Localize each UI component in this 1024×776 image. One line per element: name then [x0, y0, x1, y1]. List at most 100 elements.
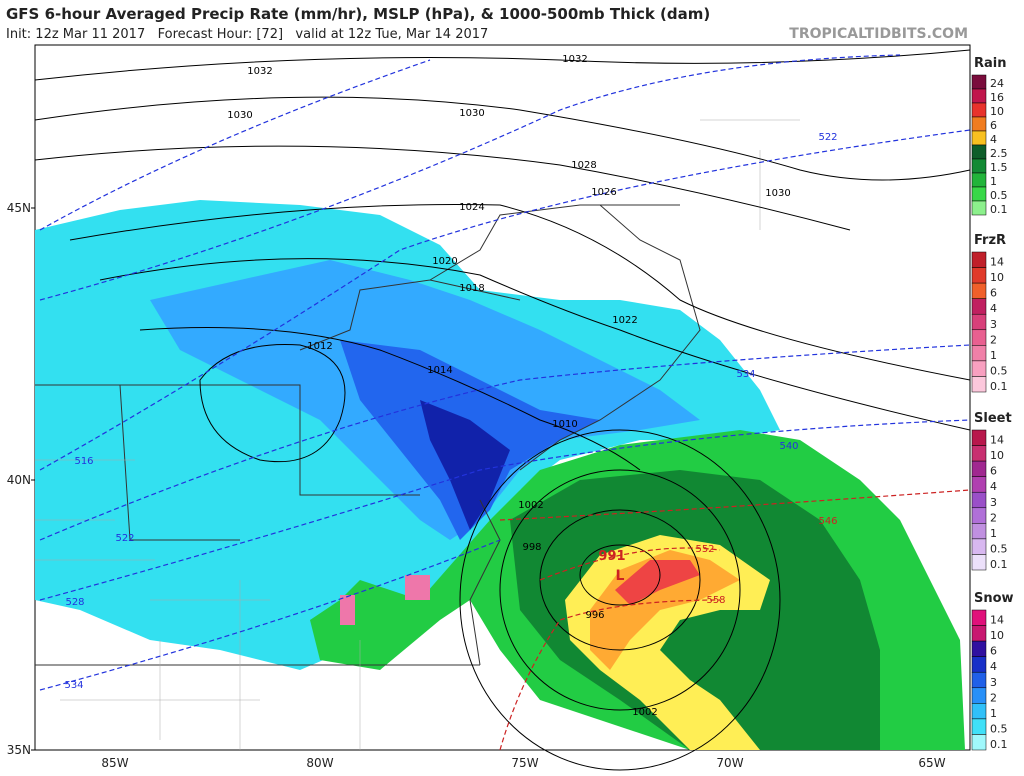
- legend-swatch: [971, 476, 987, 493]
- legend-label: 1: [990, 349, 997, 362]
- low-symbol: L: [616, 568, 625, 584]
- thickness-lines: [39, 54, 971, 751]
- title: GFS 6-hour Averaged Precip Rate (mm/hr),…: [6, 5, 710, 23]
- legend-label: 24: [990, 77, 1004, 90]
- legend-swatch: [971, 282, 987, 299]
- legend-title: Snow: [974, 591, 1014, 606]
- low-pressure: 991: [598, 549, 625, 564]
- thickness-label: 528: [65, 597, 84, 608]
- legend-swatch: [971, 429, 987, 446]
- isobar-label: 996: [585, 610, 604, 621]
- boundaries: [35, 204, 701, 666]
- legend-swatch: [971, 88, 987, 104]
- legend-swatch: [971, 102, 987, 118]
- isobar-label: 1024: [459, 202, 484, 213]
- legend-swatch: [971, 74, 987, 90]
- thickness-label: 552: [695, 544, 714, 555]
- thickness-label: 558: [706, 595, 725, 606]
- legend-swatch: [971, 554, 987, 571]
- isobar-label: 1032: [247, 66, 272, 77]
- legend-swatch: [971, 640, 987, 657]
- legend-label: 1: [990, 707, 997, 720]
- legend-label: 0.1: [990, 558, 1008, 571]
- legend-label: 1.5: [990, 161, 1008, 174]
- county-lines: [35, 119, 800, 750]
- rain-extreme: [615, 560, 700, 605]
- legend-label: 4: [990, 302, 997, 315]
- thickness-label: 522: [818, 132, 837, 143]
- snow-extreme: [420, 400, 510, 530]
- thickness-label: 516: [74, 456, 93, 467]
- contour-line: [139, 327, 641, 471]
- legend-swatch: [971, 172, 987, 188]
- contour-line: [539, 509, 701, 651]
- legend-label: 2: [990, 333, 997, 346]
- contour-line: [34, 49, 971, 81]
- legend-label: 0.1: [990, 738, 1008, 751]
- legend-swatch: [971, 360, 987, 377]
- legend-label: 14: [990, 614, 1004, 627]
- isobars: [34, 49, 971, 771]
- contour-line: [99, 258, 971, 431]
- legend-swatch: [971, 298, 987, 315]
- legend-label: 3: [990, 496, 997, 509]
- contour-line: [499, 599, 721, 751]
- isobar-label: 1020: [432, 256, 457, 267]
- contour-line: [579, 544, 661, 606]
- legend-swatch: [971, 734, 987, 751]
- legend-label: 0.1: [990, 203, 1008, 216]
- legend-label: 10: [990, 271, 1004, 284]
- legend-label: 16: [990, 91, 1004, 104]
- contour-line: [39, 59, 431, 231]
- legend-label: 2: [990, 511, 997, 524]
- contour-line: [34, 96, 971, 181]
- contour-line: [199, 343, 346, 463]
- lon-label: 65W: [918, 756, 945, 770]
- legend-label: 6: [990, 119, 997, 132]
- contour-line: [499, 469, 741, 711]
- site-credit: TROPICALTIDBITS.COM: [789, 26, 968, 42]
- isobar-label: 1002: [518, 500, 543, 511]
- contour-line: [499, 489, 971, 521]
- legend-swatch: [971, 251, 987, 268]
- thickness-label: 534: [64, 680, 83, 691]
- contour-line: [39, 129, 971, 471]
- isobar-label: 998: [522, 542, 541, 553]
- thickness-label: 546: [818, 516, 837, 527]
- map-area: [34, 44, 971, 771]
- legend-swatch: [971, 507, 987, 524]
- legend-label: 1: [990, 527, 997, 540]
- legend-swatch: [971, 445, 987, 462]
- legend-swatch: [971, 625, 987, 642]
- legend-swatch: [971, 200, 987, 216]
- contour-line: [39, 344, 971, 541]
- frzr-patches: [340, 575, 430, 625]
- legend-label: 0.5: [990, 542, 1008, 555]
- isobar-label: 1030: [459, 108, 484, 119]
- legend-label: 10: [990, 629, 1004, 642]
- lat-label: 40N: [7, 473, 31, 487]
- lon-label: 70W: [716, 756, 743, 770]
- legend-label: 0.5: [990, 722, 1008, 735]
- subtitle: Init: 12z Mar 11 2017 Forecast Hour: [72…: [6, 27, 488, 42]
- legend-label: 14: [990, 256, 1004, 269]
- lat-label: 35N: [7, 743, 31, 757]
- legend-swatch: [971, 671, 987, 689]
- legend-swatch: [971, 523, 987, 540]
- lon-label: 75W: [511, 756, 538, 770]
- legend-label: 14: [990, 434, 1004, 447]
- thickness-label: 540: [779, 441, 798, 452]
- legend-label: 2: [990, 691, 997, 704]
- legend-swatch: [971, 656, 987, 673]
- legend-swatch: [971, 538, 987, 555]
- isobar-label: 1028: [571, 160, 596, 171]
- legend-swatch: [971, 609, 987, 626]
- isobar-label: 1030: [765, 188, 790, 199]
- legend-swatch: [971, 687, 987, 704]
- isobar-label: 1030: [227, 110, 252, 121]
- legend-swatch: [971, 376, 987, 393]
- isobar-label: 1022: [612, 315, 637, 326]
- legend-swatch: [971, 491, 987, 509]
- lon-label: 80W: [306, 756, 333, 770]
- legend-swatch: [971, 329, 987, 346]
